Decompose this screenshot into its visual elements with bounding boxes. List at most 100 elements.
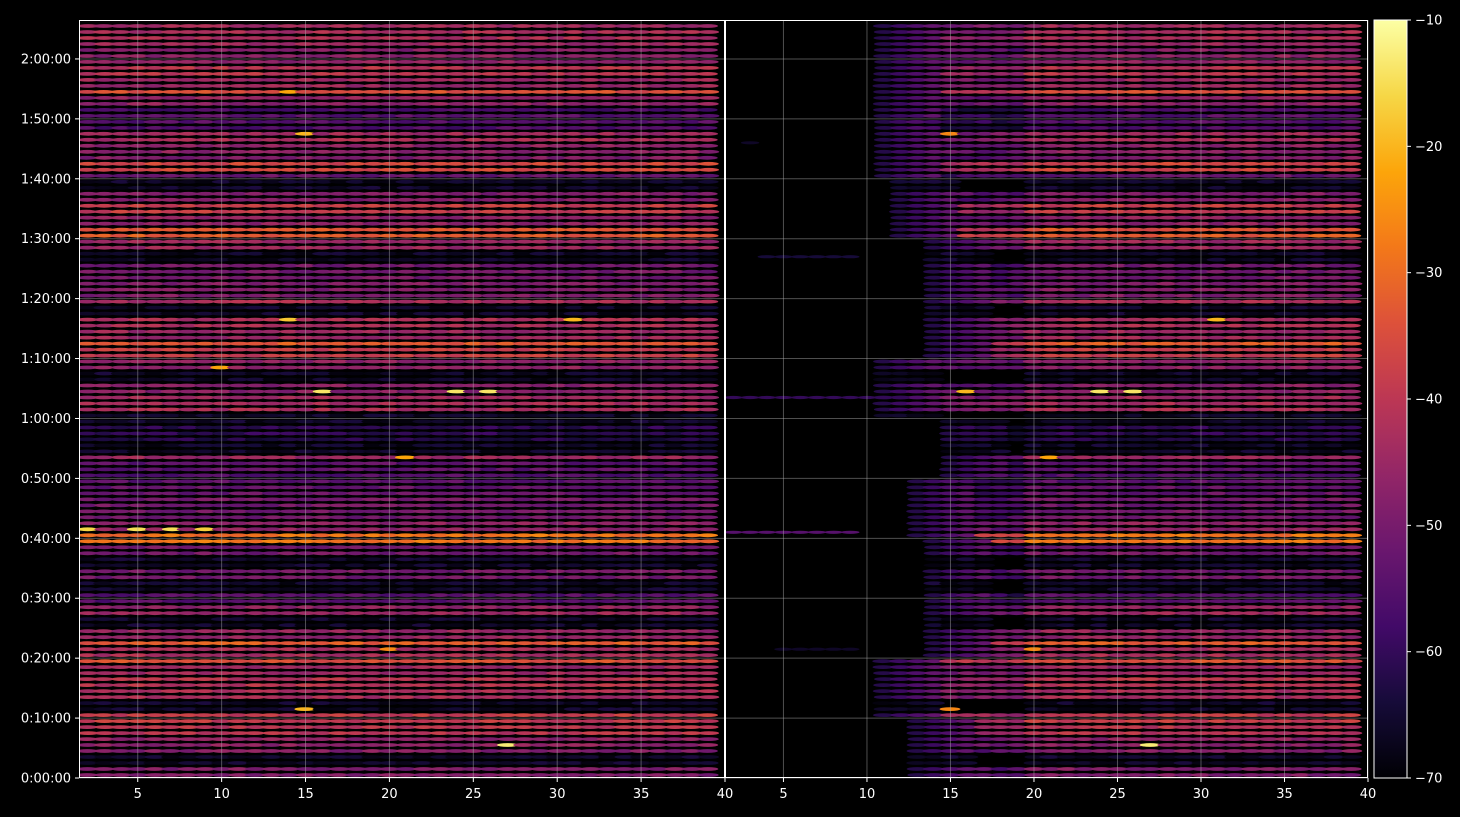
left-heat-cell <box>513 755 534 759</box>
left-heat-cell <box>176 527 198 532</box>
left-heat-cell <box>395 401 417 406</box>
left-heat-cell <box>412 713 433 717</box>
left-heat-cell <box>228 539 250 544</box>
left-heat-cell <box>294 653 316 658</box>
left-heat-cell <box>479 581 501 586</box>
left-heat-cell <box>479 521 501 526</box>
left-heat-cell <box>327 683 349 687</box>
left-heat-cell <box>161 569 182 574</box>
left-heat-cell <box>194 539 215 544</box>
left-heat-cell <box>126 695 148 699</box>
left-heat-cell <box>429 521 450 526</box>
left-heat-cell <box>278 743 300 747</box>
left-heat-cell <box>631 701 653 705</box>
left-heat-cell <box>260 725 282 729</box>
left-heat-cell <box>614 587 636 592</box>
left-heat-cell <box>394 551 416 556</box>
left-heat-cell <box>311 623 333 628</box>
left-heat-cell <box>362 671 383 675</box>
left-heat-cell <box>564 743 586 747</box>
left-heat-cell <box>697 191 718 196</box>
left-heat-cell <box>697 359 719 364</box>
left-heat-cell <box>110 485 132 490</box>
left-heat-cell <box>613 521 635 526</box>
left-heat-cell <box>294 479 316 484</box>
left-heat-cell <box>79 485 99 490</box>
left-heat-cell <box>665 635 686 640</box>
left-heat-cell <box>212 731 233 735</box>
left-heat-cell <box>329 749 350 753</box>
left-heat-cell <box>462 72 483 76</box>
left-heat-cell <box>496 539 518 544</box>
left-heat-cell <box>176 683 198 687</box>
left-heat-cell <box>262 719 283 723</box>
left-heat-cell <box>445 359 467 364</box>
left-heat-cell <box>294 617 316 622</box>
left-heat-cell <box>109 30 131 34</box>
left-heat-cell <box>395 611 417 616</box>
left-heat-cell <box>194 659 216 664</box>
left-heat-cell <box>361 305 383 310</box>
left-heat-cell <box>564 623 585 628</box>
left-heat-cell <box>227 227 248 232</box>
left-heat-cell <box>596 773 617 777</box>
left-heat-cell <box>177 725 199 729</box>
left-heat-cell <box>411 149 433 154</box>
left-heat-cell <box>277 617 299 622</box>
left-heat-cell <box>597 569 619 574</box>
left-heat-cell <box>294 623 316 628</box>
left-heat-cell <box>698 491 719 496</box>
left-heat-cell <box>177 743 199 747</box>
left-heat-cell <box>564 533 585 538</box>
left-heat-cell <box>698 629 719 634</box>
left-heat-cell <box>193 126 215 130</box>
left-heat-cell <box>279 557 301 562</box>
left-heat-cell <box>430 767 452 771</box>
left-heat-cell <box>228 563 250 568</box>
right-heat-cell <box>1056 755 1078 759</box>
left-heat-cell <box>697 269 718 274</box>
left-heat-cell <box>647 563 669 568</box>
left-heat-cell <box>345 84 366 88</box>
left-heat-cell <box>562 713 584 717</box>
left-heat-cell <box>395 455 416 460</box>
left-heat-cell <box>697 137 718 142</box>
left-heat-cell <box>529 713 551 717</box>
left-heat-cell <box>329 665 350 669</box>
left-heat-cell <box>546 335 568 340</box>
left-heat-cell <box>697 515 719 520</box>
left-heat-cell <box>647 599 669 604</box>
left-heat-cell <box>698 599 719 604</box>
left-heat-cell <box>94 671 116 675</box>
left-heat-cell <box>227 629 249 634</box>
left-heat-cell <box>597 485 619 490</box>
left-heat-cell <box>545 233 567 238</box>
left-heat-cell <box>176 281 198 286</box>
left-heat-cell <box>529 347 551 352</box>
left-heat-cell <box>546 743 568 747</box>
left-heat-cell <box>429 701 451 705</box>
left-heat-cell <box>177 653 199 658</box>
left-heat-cell <box>227 755 249 759</box>
left-heat-cell <box>413 641 435 646</box>
left-heat-cell <box>277 413 299 418</box>
left-heat-cell <box>194 767 216 771</box>
left-heat-cell <box>378 485 400 490</box>
left-heat-cell <box>261 557 283 562</box>
left-heat-cell <box>344 605 366 610</box>
left-heat-cell <box>144 725 166 729</box>
left-heat-cell <box>344 653 366 658</box>
left-heat-cell <box>245 623 267 628</box>
left-heat-cell <box>93 641 115 646</box>
left-heat-cell <box>530 707 552 711</box>
left-heat-cell <box>79 749 98 753</box>
left-heat-cell <box>546 593 567 598</box>
left-heat-cell <box>580 695 601 699</box>
left-heat-cell <box>697 341 719 346</box>
left-heat-cell <box>530 611 552 616</box>
left-heat-cell <box>144 215 165 220</box>
left-heat-cell <box>395 581 416 586</box>
left-heat-cell <box>277 66 299 70</box>
left-heat-cell <box>328 503 350 508</box>
left-heat-cell <box>277 108 299 112</box>
